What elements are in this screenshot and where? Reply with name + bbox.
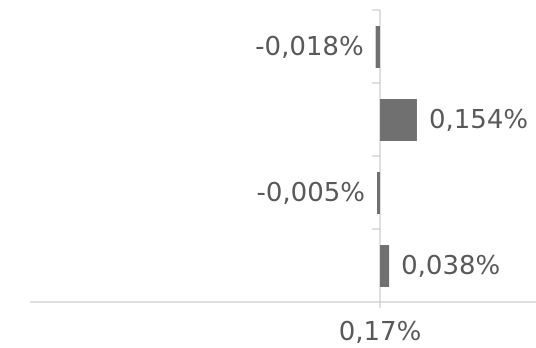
chart-data-labels: -0,018% 0,154% -0,005% 0,038%: [255, 32, 528, 281]
x-axis-tick-label: 0,17%: [339, 317, 422, 344]
bar-3: [377, 172, 380, 214]
data-label-1: -0,018%: [255, 32, 364, 62]
data-label-2: 0,154%: [429, 105, 528, 135]
data-label-4: 0,038%: [401, 251, 500, 281]
chart-bars: [375, 26, 417, 287]
bar-1: [375, 26, 380, 68]
data-label-3: -0,005%: [256, 178, 365, 208]
bar-2: [380, 99, 417, 141]
bar-4: [380, 245, 390, 287]
